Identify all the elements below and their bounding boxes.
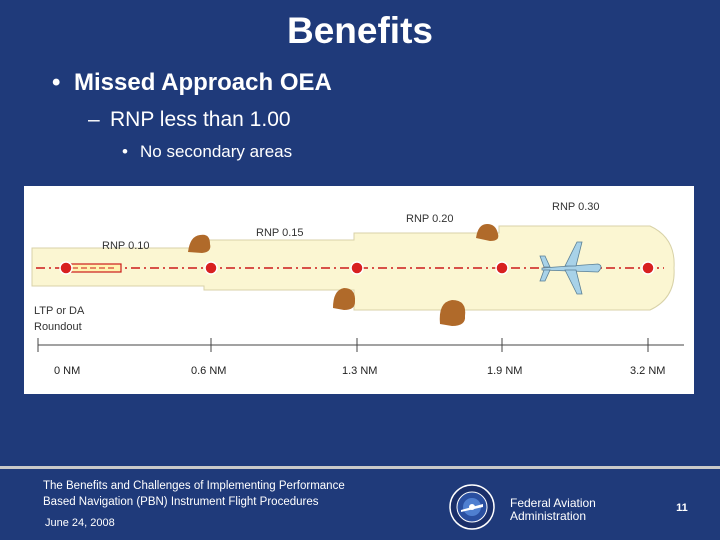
bullet-glyph: • [122, 142, 128, 161]
distance-label: 0.6 NM [191, 365, 226, 377]
obstacle-rock-icon [439, 300, 466, 326]
slide-title: Benefits [287, 10, 433, 51]
agency-name-line: Federal Aviation [510, 496, 596, 510]
distance-label: 3.2 NM [630, 365, 665, 377]
bullet-glyph: • [52, 69, 61, 96]
bullet-level-1: • Missed Approach OEA [52, 69, 332, 97]
obstacle-rock-icon [188, 234, 211, 253]
bullet-text: Missed Approach OEA [74, 69, 332, 96]
bullet-level-3: • No secondary areas [122, 142, 292, 162]
footer-divider [0, 466, 720, 469]
page-number: 11 [676, 502, 688, 514]
obstacle-rock-icon [333, 288, 356, 310]
distance-label: 1.3 NM [342, 365, 377, 377]
waypoint [204, 261, 218, 275]
presentation-date: June 24, 2008 [45, 517, 115, 529]
bullet-text: No secondary areas [140, 142, 293, 161]
presentation-title-line: The Benefits and Challenges of Implement… [43, 480, 345, 492]
agency-name-line: Administration [510, 509, 587, 523]
waypoint [641, 261, 655, 275]
missed-approach-diagram: RNP 0.10 RNP 0.15 RNP 0.20 RNP 0.30 LTP … [24, 186, 694, 394]
waypoint [350, 261, 364, 275]
waypoint [495, 261, 509, 275]
presentation-title-line: Based Navigation (PBN) Instrument Flight… [43, 496, 319, 508]
agency-name: Federal Aviation Administration [510, 497, 596, 523]
faa-seal-icon [449, 484, 495, 530]
rnp-label: RNP 0.10 [102, 240, 150, 252]
dash-glyph: – [88, 108, 100, 131]
distance-label: 1.9 NM [487, 365, 522, 377]
distance-label: 0 NM [54, 365, 80, 377]
rnp-label: RNP 0.30 [552, 201, 600, 213]
start-label: Roundout [34, 321, 82, 333]
waypoint [59, 261, 73, 275]
rnp-label: RNP 0.20 [406, 213, 454, 225]
presentation-title: The Benefits and Challenges of Implement… [43, 478, 403, 510]
bullet-text: RNP less than 1.00 [110, 108, 291, 131]
start-label: LTP or DA [34, 305, 85, 317]
bullet-level-2: – RNP less than 1.00 [88, 108, 291, 132]
obstacle-rock-icon [476, 224, 499, 241]
rnp-label: RNP 0.15 [256, 227, 304, 239]
aircraft-icon [539, 241, 602, 295]
